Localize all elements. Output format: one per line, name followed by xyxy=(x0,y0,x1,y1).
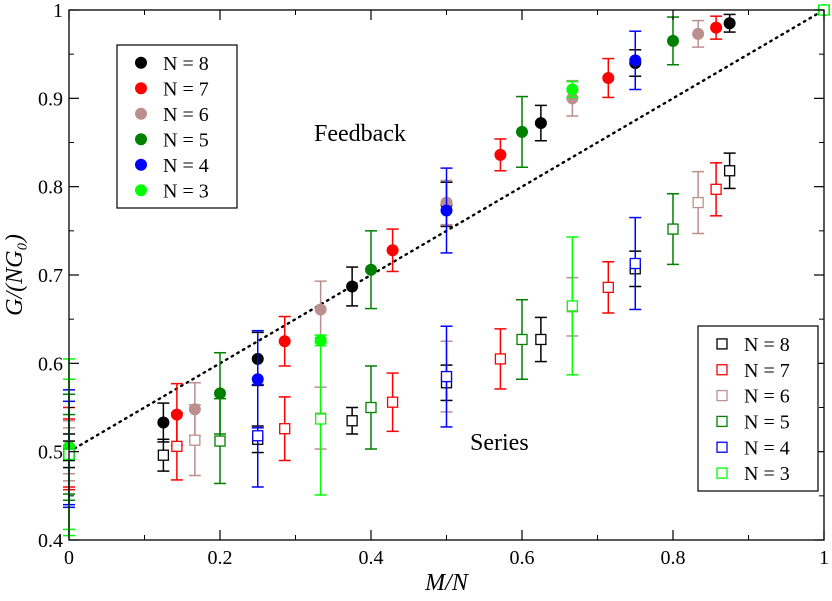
data-point xyxy=(710,183,722,195)
legend-marker xyxy=(716,415,728,428)
series-series-8 xyxy=(63,170,705,482)
data-point xyxy=(534,117,547,130)
data-point xyxy=(723,165,736,177)
data-point xyxy=(189,434,201,446)
legend-label: N = 8 xyxy=(744,334,790,356)
legend-marker xyxy=(716,389,728,402)
data-point xyxy=(667,34,679,47)
series-annotation: Series xyxy=(470,430,529,456)
x-tick-label: 0 xyxy=(64,547,74,569)
legend-marker xyxy=(135,56,147,69)
y-tick-label: 1 xyxy=(53,0,63,22)
data-point xyxy=(365,401,377,414)
data-point xyxy=(251,373,264,386)
legend-marker xyxy=(135,82,147,95)
data-point xyxy=(535,333,547,346)
legend-label: N = 4 xyxy=(163,155,209,177)
y-tick-label: 0.5 xyxy=(38,442,63,464)
data-point xyxy=(566,83,579,96)
legend-marker xyxy=(716,441,728,453)
data-point xyxy=(602,72,615,85)
legend-box xyxy=(116,44,238,209)
legend-marker xyxy=(135,107,147,120)
legend-label: N = 5 xyxy=(744,411,790,433)
data-point xyxy=(440,204,453,217)
y-tick-label: 0.7 xyxy=(38,265,63,287)
y-tick-label: 0.9 xyxy=(38,88,63,110)
y-tick-label: 0.6 xyxy=(38,353,63,375)
data-point xyxy=(516,333,528,346)
data-point xyxy=(157,449,170,461)
legend-marker xyxy=(716,338,728,350)
legend-label: N = 8 xyxy=(163,53,209,75)
data-point xyxy=(692,196,704,209)
legend-label: N = 7 xyxy=(163,78,209,100)
legend-label: N = 5 xyxy=(163,129,209,151)
series-series-10 xyxy=(63,216,642,509)
data-point xyxy=(346,280,359,293)
data-point xyxy=(629,257,641,270)
data-point xyxy=(602,281,614,294)
legend-box xyxy=(697,325,819,492)
data-point xyxy=(252,430,264,442)
data-point xyxy=(566,92,579,105)
y-tick-label: 0.8 xyxy=(38,177,63,199)
data-point xyxy=(692,27,705,40)
data-point xyxy=(314,303,327,316)
legend-label: N = 6 xyxy=(163,104,209,126)
legend-marker xyxy=(135,184,147,197)
data-point xyxy=(157,416,170,429)
feedback-annotation: Feedback xyxy=(314,121,406,147)
x-tick-label: 1 xyxy=(819,547,829,569)
legend-marker xyxy=(716,364,728,376)
data-point xyxy=(365,263,377,276)
legend-marker xyxy=(135,158,147,171)
data-point xyxy=(278,335,291,348)
x-tick-label: 0.6 xyxy=(510,547,535,569)
data-point xyxy=(314,413,327,425)
x-tick-label: 0.2 xyxy=(208,547,233,569)
legend-feedback: N = 8 N = 7 N = 6 N = 5 N = 4 N = 3 xyxy=(116,44,238,209)
series-series-7 xyxy=(63,162,723,491)
data-point xyxy=(386,396,399,408)
legend-marker xyxy=(716,467,728,479)
data-point xyxy=(723,17,736,30)
legend-marker xyxy=(135,133,147,146)
data-point xyxy=(279,423,291,435)
legend-label: N = 3 xyxy=(744,463,790,485)
data-point xyxy=(667,223,679,235)
y-tick-label: 0.4 xyxy=(38,530,63,552)
legend-label: N = 7 xyxy=(744,360,790,382)
data-point xyxy=(171,440,183,453)
data-point xyxy=(440,370,453,383)
data-point xyxy=(516,125,528,138)
legend-label: N = 4 xyxy=(744,437,790,459)
data-point xyxy=(494,353,507,365)
x-tick-label: 0.8 xyxy=(661,547,686,569)
x-axis-title: M/N xyxy=(424,570,470,596)
data-point xyxy=(494,148,507,161)
legend-series: N = 8 N = 7 N = 6 N = 5 N = 4 N = 3 xyxy=(697,325,819,492)
data-point xyxy=(346,415,358,427)
axis-ticks: 0 0.2 0.4 0.6 0.8 1 0.4 0.5 0.6 0.7 0.8 0.9 1 xyxy=(38,0,829,569)
legend-label: N = 3 xyxy=(163,180,209,202)
data-point xyxy=(214,387,226,400)
data-point xyxy=(629,54,642,67)
data-point xyxy=(566,300,579,312)
data-point xyxy=(214,435,226,447)
y-axis-title: G/(NG₀) xyxy=(2,234,28,316)
x-tick-label: 0.4 xyxy=(359,547,384,569)
data-point xyxy=(386,244,399,257)
legend-label: N = 6 xyxy=(744,386,790,408)
data-point xyxy=(710,21,723,34)
